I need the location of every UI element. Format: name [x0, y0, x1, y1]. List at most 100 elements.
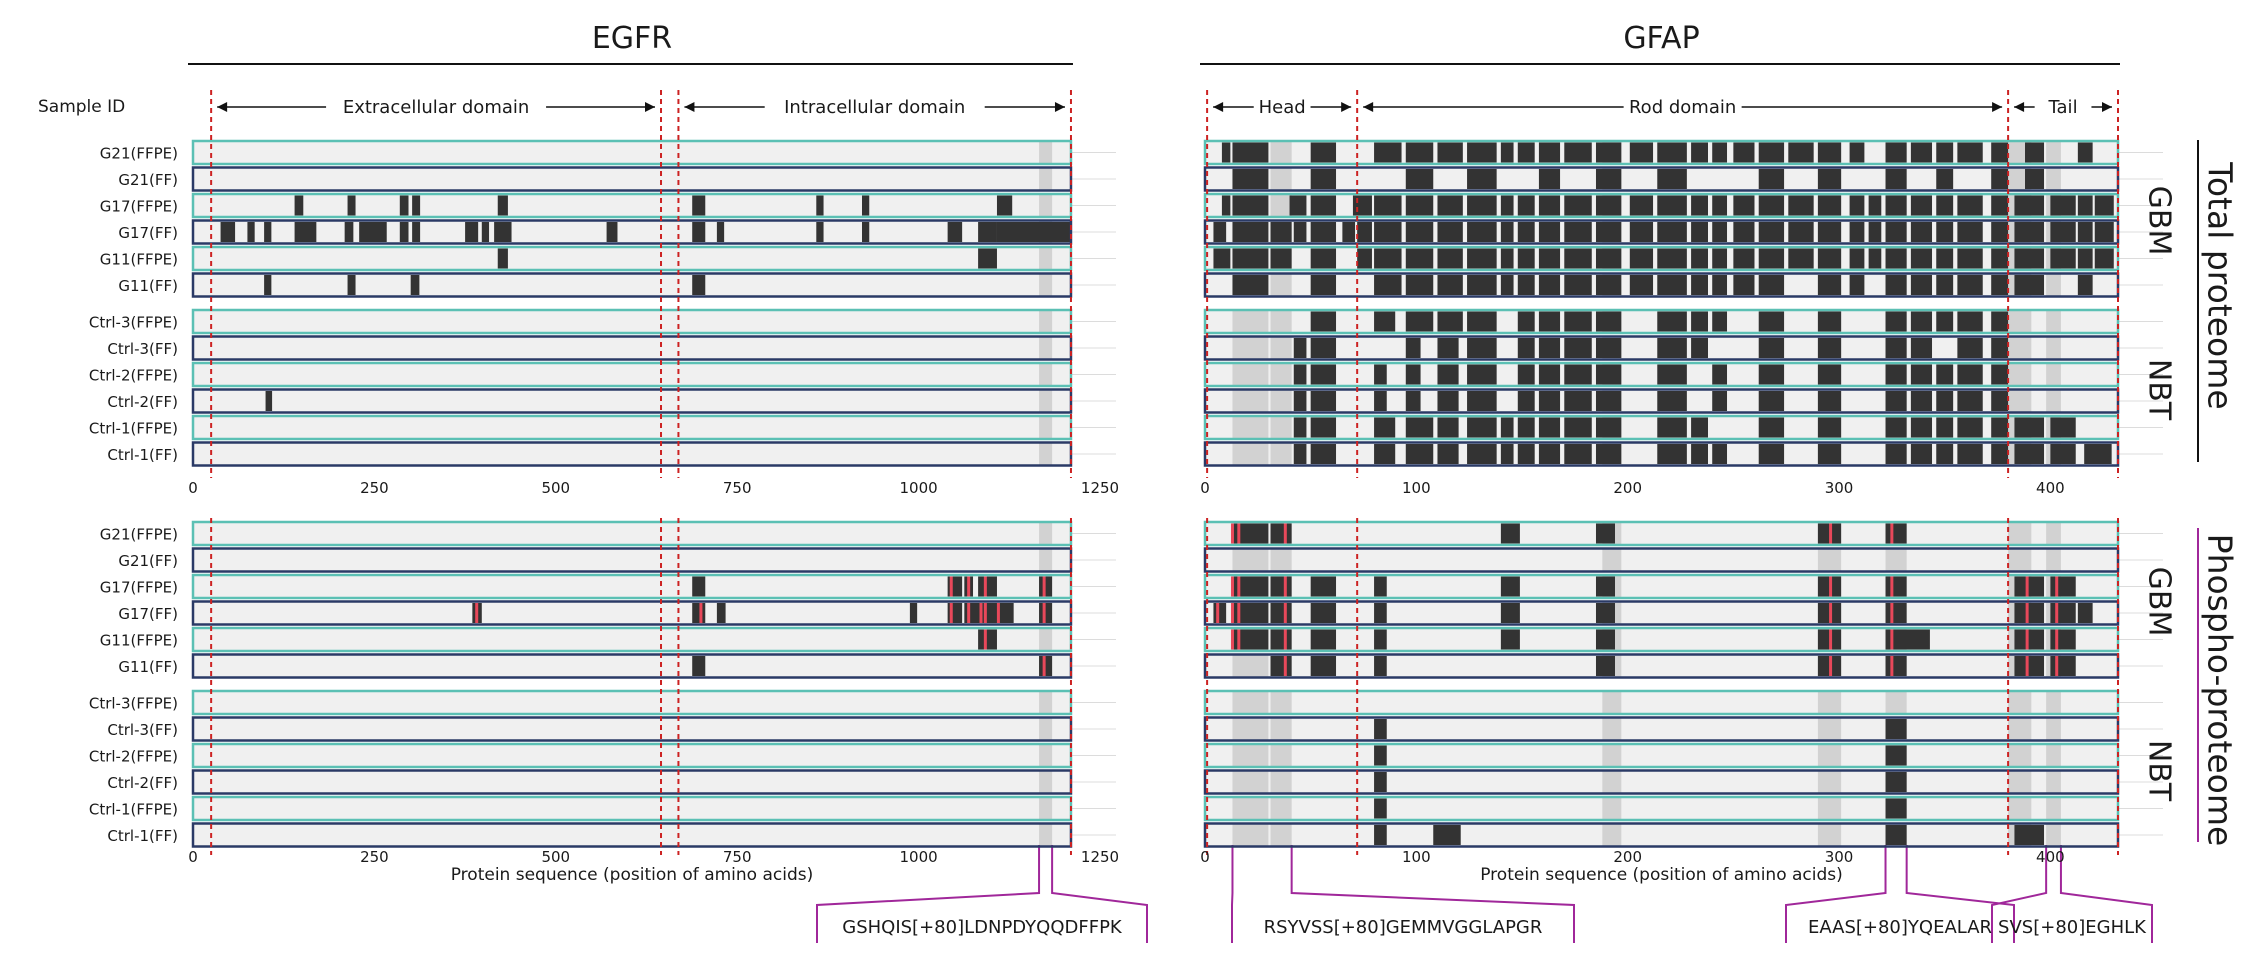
phospho-site-mark [1829, 629, 1833, 650]
peptide-coverage-bar [1817, 338, 1842, 358]
peptide-coverage-bar [1957, 222, 1983, 242]
peptide-coverage-bar [1374, 417, 1396, 438]
peptide-coverage-bar [692, 656, 706, 676]
peptide-coverage-bar [265, 391, 273, 411]
peptide-coverage-bar [1849, 275, 1865, 295]
protein-title-egfr: EGFR [592, 21, 672, 56]
peptide-coverage-bar [1991, 391, 2009, 411]
peptide-coverage-bar [1657, 169, 1687, 189]
highlight-region [1817, 823, 1842, 847]
peptide-coverage-bar [1374, 656, 1387, 676]
sample-label: Ctrl-3(FF) [107, 721, 178, 739]
peptide-coverage-bar [1213, 248, 1231, 269]
peptide-coverage-bar [1538, 338, 1561, 358]
peptide-coverage-bar [1405, 195, 1434, 216]
peptide-coverage-bar [1657, 338, 1687, 358]
peptide-coverage-bar [1910, 248, 1933, 269]
peptide-coverage-bar [1374, 364, 1387, 385]
peptide-coverage-bar [1910, 338, 1933, 358]
peptide-coverage-bar [1405, 248, 1434, 269]
peptide-coverage-bar [1712, 311, 1728, 332]
peptide-coverage-bar [1270, 222, 1292, 242]
peptide-coverage-bar [2014, 195, 2045, 216]
highlight-region [1270, 744, 1292, 767]
x-tick-label: 100 [1402, 479, 1431, 497]
highlight-region [2046, 797, 2061, 820]
x-tick-label: 0 [188, 848, 198, 866]
sample-row-background [193, 628, 1071, 651]
peptide-coverage-bar [1595, 311, 1622, 332]
peptide-coverage-bar [1629, 248, 1654, 269]
sample-row-background [193, 601, 1071, 625]
sample-row-background [1205, 601, 2118, 625]
peptide-coverage-bar [1885, 391, 1907, 411]
peptide-coverage-bar [1885, 364, 1907, 385]
sample-label: Ctrl-2(FFPE) [89, 748, 178, 766]
peptide-coverage-bar [1374, 248, 1402, 269]
peptide-coverage-bar [1595, 275, 1622, 295]
group-label: NBT [2142, 359, 2177, 421]
highlight-region [1602, 717, 1622, 741]
peptide-coverage-bar [1657, 417, 1687, 438]
peptide-coverage-bar [1691, 311, 1708, 332]
peptide-coverage-bar [1437, 195, 1463, 216]
peptide-coverage-bar [996, 222, 1071, 242]
phospho-site-mark [699, 603, 703, 623]
highlight-region [2046, 363, 2061, 386]
peptide-coverage-bar [1374, 629, 1387, 650]
highlight-region [1232, 654, 1269, 678]
peptide-coverage-bar [1564, 222, 1592, 242]
peptide-coverage-bar [1213, 603, 1227, 623]
sample-row-border [191, 272, 1073, 298]
sample-label: G17(FF) [118, 605, 178, 623]
peptide-coverage-bar [1467, 311, 1497, 332]
peptide-coverage-bar [692, 603, 706, 623]
sample-row-border [191, 361, 1073, 388]
peptide-coverage-bar [1437, 444, 1459, 464]
peptide-coverage-bar [1374, 311, 1396, 332]
peptide-coverage-bar [1657, 222, 1687, 242]
domain-arrowhead-left [1213, 102, 1224, 112]
peptide-coverage-bar [1629, 195, 1654, 216]
peptide-coverage-bar [399, 222, 409, 242]
x-axis-title: Protein sequence (position of amino acid… [1480, 865, 1843, 885]
peptide-coverage-bar [1357, 248, 1372, 269]
peptide-coverage-bar [1270, 576, 1292, 597]
peptide-coverage-bar [1437, 142, 1463, 163]
peptide-coverage-bar [1517, 275, 1535, 295]
sample-row-background [193, 548, 1071, 572]
peptide-coverage-bar [1564, 275, 1592, 295]
highlight-region [1817, 797, 1842, 820]
peptide-coverage-bar [2094, 248, 2114, 269]
phospho-site-mark [996, 603, 1000, 623]
peptide-coverage-bar [1691, 444, 1708, 464]
peptide-coverage-bar [1885, 195, 1907, 216]
peptide-coverage-bar [978, 222, 997, 242]
highlight-region [1039, 416, 1053, 439]
domain-label: Rod domain [1629, 97, 1736, 118]
peptide-coverage-bar [1657, 391, 1687, 411]
sample-row-background [193, 416, 1071, 439]
sample-row-background [193, 389, 1071, 413]
peptide-coverage-bar [1595, 391, 1622, 411]
sample-label: Ctrl-1(FFPE) [89, 420, 178, 438]
domain-arrowhead-left [217, 102, 228, 112]
peptide-coverage-bar [1467, 444, 1497, 464]
peptide-coverage-bar [1885, 656, 1907, 676]
phospho-site-mark [983, 603, 987, 623]
peptide-coverage-bar [494, 222, 512, 242]
x-tick-label: 1250 [1081, 479, 1119, 497]
peptide-coverage-bar [1657, 311, 1687, 332]
sample-row-background [1205, 770, 2118, 794]
highlight-region [1270, 363, 1292, 386]
sample-row-background [1205, 548, 2118, 572]
peptide-coverage-bar [2050, 195, 2076, 216]
x-tick-label: 0 [188, 479, 198, 497]
peptide-coverage-bar [1758, 417, 1785, 438]
highlight-region [1270, 416, 1292, 439]
x-tick-label: 0 [1200, 848, 1210, 866]
sample-row-background [193, 247, 1071, 270]
peptide-coverage-bar [1758, 391, 1785, 411]
sample-row-border [191, 245, 1073, 272]
peptide-coverage-bar [1691, 195, 1708, 216]
